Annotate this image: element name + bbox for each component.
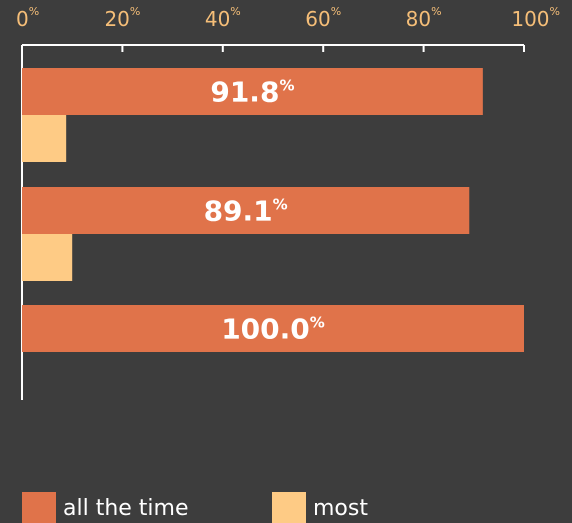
legend-swatch	[22, 492, 56, 523]
x-tick-label: 0%	[16, 5, 39, 31]
bar	[22, 187, 470, 234]
legend-label: all the time	[63, 496, 189, 521]
bar	[22, 68, 483, 115]
value-label: 91.8%	[210, 76, 294, 109]
bar	[22, 305, 524, 352]
x-tick-label: 60%	[305, 5, 341, 31]
x-tick-label: 40%	[205, 5, 241, 31]
value-label: 89.1%	[204, 195, 288, 228]
legend-label: most	[313, 496, 368, 521]
bar	[22, 115, 67, 162]
legend-swatch	[272, 492, 306, 523]
value-label: 100.0%	[221, 313, 325, 346]
x-tick-label: 20%	[104, 5, 140, 31]
x-tick-label: 80%	[406, 5, 442, 31]
bar	[22, 234, 73, 281]
x-tick-label: 100%	[511, 5, 560, 31]
